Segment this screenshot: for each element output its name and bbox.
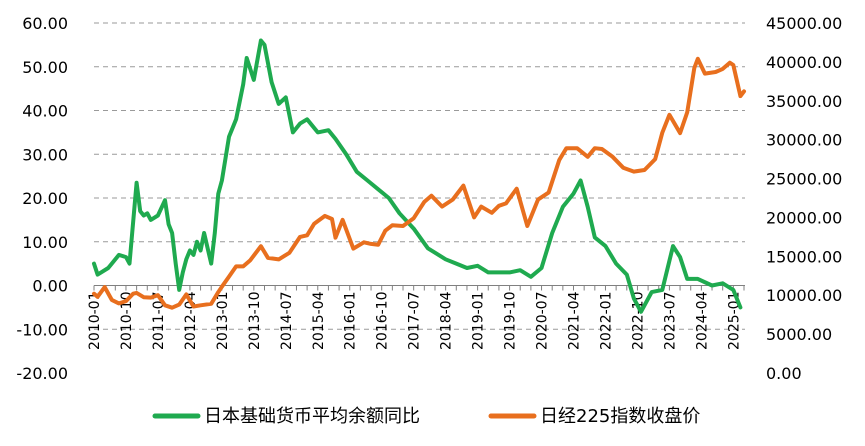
y-left-tick-label: 10.00 — [22, 233, 68, 252]
y-left-tick-label: 0.00 — [32, 277, 68, 296]
x-tick-label: 2019-01 — [471, 292, 487, 351]
y-axis-left: -20.00 -10.00 0.00 10.00 20.00 30.00 40.00 50.0… — [16, 14, 68, 383]
x-tick-label: 2016-01 — [343, 292, 359, 351]
x-tick-label: 2014-07 — [279, 292, 295, 351]
x-tick-label: 2018-04 — [439, 291, 455, 350]
series-line-nikkei — [92, 56, 746, 310]
y-right-tick-label: 5000.00 — [766, 325, 832, 344]
y-right-tick-label: 15000.00 — [766, 247, 842, 266]
legend-label-nikkei: 日经225指数收盘价 — [540, 406, 700, 427]
y-right-tick-label: 30000.00 — [766, 131, 842, 150]
x-tick-label: 2024-04 — [694, 291, 710, 350]
y-axis-right: 0.00 5000.00 10000.00 15000.00 20000.00 25000… — [766, 14, 842, 383]
x-tick-label: 2021-04 — [567, 291, 583, 350]
series-lines — [92, 38, 746, 314]
x-tick-label: 2017-07 — [407, 292, 423, 351]
x-tick-label: 2010-10 — [119, 292, 135, 351]
x-tick-label: 2022-01 — [598, 292, 614, 351]
y-left-tick-label: 60.00 — [22, 14, 68, 33]
y-right-tick-label: 25000.00 — [766, 170, 842, 189]
x-tick-label: 2013-10 — [247, 292, 263, 351]
y-right-tick-label: 45000.00 — [766, 14, 842, 33]
y-left-tick-label: 30.00 — [22, 145, 68, 164]
x-tick-label: 2011-07 — [151, 292, 167, 351]
y-right-tick-label: 20000.00 — [766, 208, 842, 227]
y-right-tick-label: 35000.00 — [766, 92, 842, 111]
y-right-tick-label: 0.00 — [766, 364, 802, 383]
y-right-tick-label: 10000.00 — [766, 286, 842, 305]
x-tick-label: 2010-01 — [87, 292, 103, 351]
y-left-tick-label: 40.00 — [22, 102, 68, 121]
y-left-tick-label: -20.00 — [16, 364, 68, 383]
y-left-tick-label: -10.00 — [16, 320, 68, 339]
legend-label-base-money: 日本基础货币平均余额同比 — [204, 406, 420, 427]
y-left-tick-label: 20.00 — [22, 189, 68, 208]
x-tick-label: 2015-04 — [311, 291, 327, 350]
x-tick-label: 2019-10 — [503, 292, 519, 351]
x-tick-label: 2016-10 — [375, 292, 391, 351]
series-line-base-money — [92, 38, 743, 314]
x-tick-label: 2025-01 — [726, 292, 742, 351]
legend: 日本基础货币平均余额同比 日经225指数收盘价 — [152, 406, 700, 427]
gridlines — [94, 22, 745, 330]
x-tick-label: 2023-07 — [662, 292, 678, 351]
y-left-tick-label: 50.00 — [22, 58, 68, 77]
x-tick-label: 2020-07 — [535, 292, 551, 351]
x-tick-label: 2013-01 — [215, 292, 231, 351]
y-right-tick-label: 40000.00 — [766, 53, 842, 72]
